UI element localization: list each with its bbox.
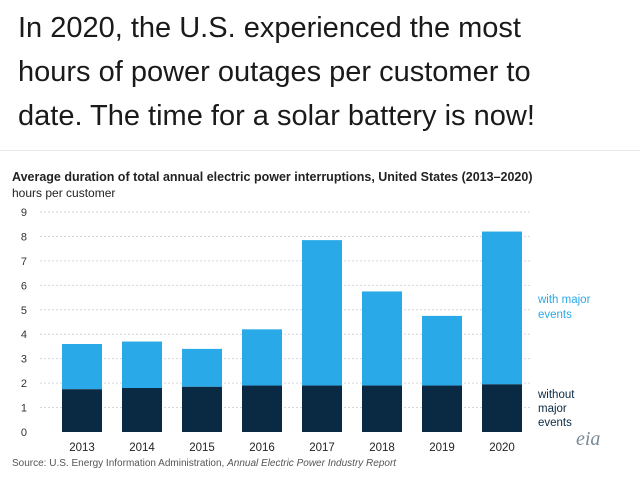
x-tick-label: 2017 [309, 442, 335, 454]
bar-without-major-events [242, 385, 282, 432]
eia-logo: eia [576, 428, 601, 450]
bar-without-major-events [122, 388, 162, 432]
headline: In 2020, the U.S. experienced the most h… [18, 6, 628, 138]
x-tick-label: 2019 [429, 442, 455, 454]
y-tick-label: 5 [21, 305, 27, 317]
bar-without-major-events [362, 385, 402, 432]
legend-with-major-events: events [538, 309, 572, 321]
legend-without-major-events: events [538, 417, 572, 429]
chart-title: Average duration of total annual electri… [12, 170, 533, 184]
bar-without-major-events [482, 384, 522, 432]
y-tick-label: 4 [21, 329, 27, 341]
source-report: Annual Electric Power Industry Report [227, 458, 397, 469]
bar-with-major-events [362, 291, 402, 386]
headline-line-1: In 2020, the U.S. experienced the most [18, 12, 521, 44]
bar-without-major-events [302, 385, 342, 432]
x-tick-label: 2016 [249, 442, 275, 454]
bar-with-major-events [62, 344, 102, 390]
y-tick-label: 9 [21, 207, 27, 219]
bar-with-major-events [242, 329, 282, 386]
legend-without-major-events: without [537, 389, 575, 401]
legend-without-major-events: major [538, 403, 567, 415]
y-tick-label: 3 [21, 354, 27, 366]
y-tick-label: 0 [21, 427, 27, 439]
bar-with-major-events [422, 315, 462, 386]
y-tick-label: 6 [21, 280, 27, 292]
x-tick-label: 2018 [369, 442, 395, 454]
x-tick-label: 2014 [129, 442, 155, 454]
bar-without-major-events [62, 389, 102, 432]
x-tick-label: 2020 [489, 442, 515, 454]
y-tick-label: 7 [21, 256, 27, 268]
x-tick-label: 2015 [189, 442, 215, 454]
y-tick-label: 2 [21, 378, 27, 390]
source-prefix: Source: U.S. Energy Information Administ… [12, 458, 228, 469]
x-tick-label: 2013 [69, 442, 95, 454]
headline-line-3: date. The time for a solar battery is no… [18, 100, 535, 132]
bar-with-major-events [482, 231, 522, 385]
y-axis-label: hours per customer [12, 186, 116, 200]
bar-with-major-events [182, 348, 222, 387]
bar-without-major-events [182, 386, 222, 432]
headline-line-2: hours of power outages per customer to [18, 56, 531, 88]
bar-without-major-events [422, 385, 462, 432]
y-tick-label: 8 [21, 231, 27, 243]
divider [0, 150, 640, 151]
legend-with-major-events: with major [537, 294, 591, 306]
bar-with-major-events [302, 240, 342, 386]
bar-with-major-events [122, 341, 162, 388]
y-tick-label: 1 [21, 403, 27, 415]
source-note: Source: U.S. Energy Information Administ… [12, 458, 396, 469]
